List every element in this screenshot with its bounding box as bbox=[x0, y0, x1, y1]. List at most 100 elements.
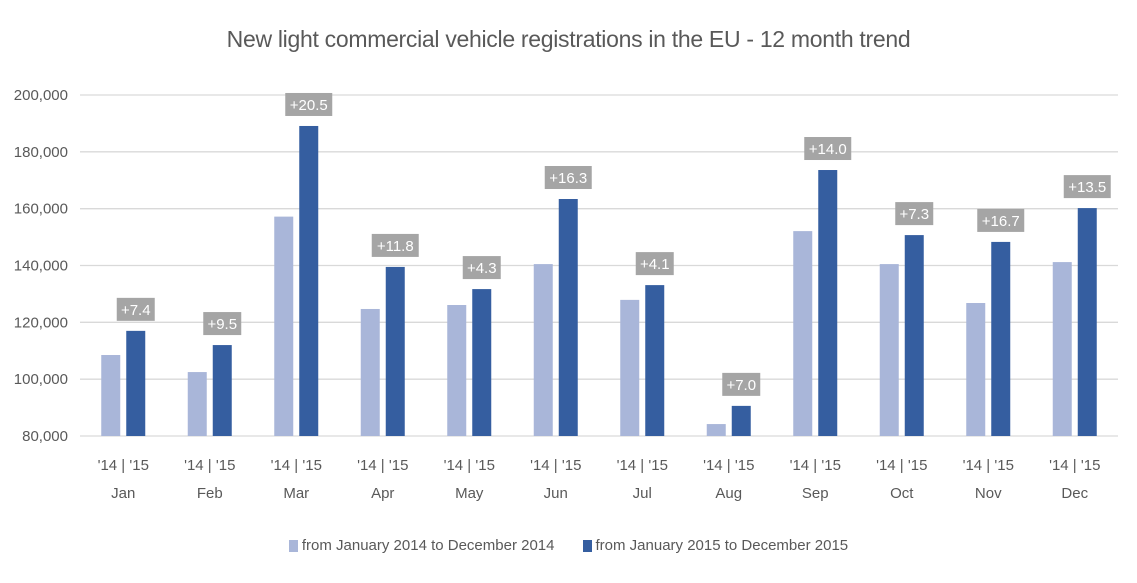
data-label-text: +4.3 bbox=[467, 260, 497, 277]
x-tick-label: Dec bbox=[1061, 485, 1088, 502]
data-label-box bbox=[462, 256, 501, 280]
data-label-may: +4.3 bbox=[462, 256, 501, 280]
legend-item-2014[interactable]: from January 2014 to December 2014 bbox=[288, 537, 555, 554]
data-label-box bbox=[1063, 175, 1111, 199]
x-tick-label: Jun bbox=[544, 485, 568, 502]
bar-2014-apr[interactable] bbox=[360, 308, 380, 436]
bar-2014-jul[interactable] bbox=[620, 299, 640, 436]
data-label-jun: +16.3 bbox=[544, 166, 592, 190]
data-label-text: +16.7 bbox=[982, 213, 1020, 230]
x-tick-label: Aug bbox=[715, 485, 742, 502]
data-label-text: +9.5 bbox=[207, 316, 237, 333]
bar-2014-jun[interactable] bbox=[533, 264, 553, 436]
data-label-box bbox=[285, 92, 333, 116]
legend-item-2015[interactable]: from January 2015 to December 2015 bbox=[582, 537, 849, 554]
x-tick-label: Feb bbox=[197, 485, 223, 502]
data-label-box bbox=[203, 312, 242, 336]
y-tick-label: 180,000 bbox=[14, 144, 68, 161]
y-tick-label: 160,000 bbox=[14, 201, 68, 218]
gridlines bbox=[80, 94, 1118, 437]
x-subtick-label: '14 | '15 bbox=[444, 457, 495, 474]
bar-2014-mar[interactable] bbox=[274, 216, 294, 436]
bar-2014-jan[interactable] bbox=[101, 355, 121, 436]
bar-2015-jun[interactable] bbox=[558, 199, 578, 436]
data-label-sep: +14.0 bbox=[804, 137, 852, 161]
y-tick-label: 120,000 bbox=[14, 314, 68, 331]
data-label-text: +14.0 bbox=[809, 141, 847, 158]
bar-2015-apr[interactable] bbox=[385, 266, 405, 436]
legend-label-2014: from January 2014 to December 2014 bbox=[301, 537, 555, 554]
data-label-nov: +16.7 bbox=[977, 208, 1025, 232]
data-labels: +7.4 +9.5 +20.5 +11.8 +4.3 +16.3 +4.1 +7.0 +14.0… bbox=[116, 92, 1111, 396]
x-tick-label: May bbox=[455, 485, 484, 502]
data-label-oct: +7.3 bbox=[895, 202, 934, 226]
legend-swatch-2014 bbox=[288, 539, 298, 552]
chart-title: New light commercial vehicle registratio… bbox=[226, 26, 911, 52]
y-tick-label: 100,000 bbox=[14, 371, 68, 388]
x-subtick-label: '14 | '15 bbox=[184, 457, 235, 474]
y-tick-label: 140,000 bbox=[14, 258, 68, 275]
legend: from January 2014 to December 2014 from … bbox=[0, 537, 1137, 554]
bar-2014-may[interactable] bbox=[447, 304, 467, 436]
bar-2015-aug[interactable] bbox=[731, 405, 751, 436]
data-label-box bbox=[977, 208, 1025, 232]
data-label-text: +7.0 bbox=[726, 377, 756, 394]
bar-2014-oct[interactable] bbox=[879, 264, 899, 436]
x-subtick-label: '14 | '15 bbox=[617, 457, 668, 474]
x-tick-label: Jan bbox=[111, 485, 135, 502]
bar-2015-may[interactable] bbox=[472, 289, 492, 436]
data-label-jul: +4.1 bbox=[635, 252, 674, 276]
bar-2014-aug[interactable] bbox=[706, 424, 726, 436]
data-label-text: +4.1 bbox=[640, 256, 670, 273]
bar-2015-jan[interactable] bbox=[126, 330, 146, 436]
x-tick-label: Nov bbox=[975, 485, 1002, 502]
x-subtick-label: '14 | '15 bbox=[357, 457, 408, 474]
data-label-jan: +7.4 bbox=[116, 297, 155, 321]
data-label-apr: +11.8 bbox=[371, 233, 419, 257]
bar-2014-nov[interactable] bbox=[966, 303, 986, 436]
bar-2015-feb[interactable] bbox=[212, 345, 232, 436]
data-label-box bbox=[116, 297, 155, 321]
data-label-text: +11.8 bbox=[377, 238, 414, 255]
data-label-box bbox=[544, 166, 592, 190]
data-label-text: +16.3 bbox=[549, 170, 587, 187]
legend-label-2015: from January 2015 to December 2015 bbox=[595, 537, 849, 554]
data-label-aug: +7.0 bbox=[722, 372, 761, 396]
data-label-box bbox=[895, 202, 934, 226]
x-axis-ticks: '14 | '15 Jan '14 | '15 Feb '14 | '15 Mar '14 … bbox=[98, 457, 1101, 502]
bar-2014-dec[interactable] bbox=[1052, 262, 1072, 436]
bar-2015-mar[interactable] bbox=[299, 125, 319, 436]
x-subtick-label: '14 | '15 bbox=[98, 457, 149, 474]
bar-2015-nov[interactable] bbox=[991, 241, 1011, 436]
x-subtick-label: '14 | '15 bbox=[271, 457, 322, 474]
x-tick-label: Mar bbox=[283, 485, 309, 502]
x-tick-label: Sep bbox=[802, 485, 829, 502]
legend-swatch-2015 bbox=[582, 539, 592, 552]
data-label-text: +7.4 bbox=[121, 302, 151, 319]
x-subtick-label: '14 | '15 bbox=[1049, 457, 1100, 474]
data-label-box bbox=[371, 233, 419, 257]
y-axis-ticks: 80,000 100,000 120,000 140,000 160,000 180,00… bbox=[14, 87, 68, 445]
data-label-mar: +20.5 bbox=[285, 92, 333, 116]
data-label-text: +7.3 bbox=[899, 206, 929, 223]
x-tick-label: Jul bbox=[633, 485, 652, 502]
bar-2014-sep[interactable] bbox=[793, 231, 813, 436]
x-subtick-label: '14 | '15 bbox=[530, 457, 581, 474]
data-label-text: +20.5 bbox=[290, 97, 328, 114]
x-subtick-label: '14 | '15 bbox=[703, 457, 754, 474]
bar-2015-oct[interactable] bbox=[904, 235, 924, 436]
bar-2015-sep[interactable] bbox=[818, 170, 838, 436]
bar-2015-dec[interactable] bbox=[1077, 208, 1097, 436]
bar-2015-jul[interactable] bbox=[645, 285, 665, 436]
bar-2014-feb[interactable] bbox=[187, 372, 207, 436]
x-subtick-label: '14 | '15 bbox=[963, 457, 1014, 474]
data-label-feb: +9.5 bbox=[203, 312, 242, 336]
y-tick-label: 80,000 bbox=[22, 428, 68, 445]
bars bbox=[101, 125, 1097, 436]
data-label-dec: +13.5 bbox=[1063, 175, 1111, 199]
x-tick-label: Oct bbox=[890, 485, 914, 502]
data-label-box bbox=[722, 372, 761, 396]
data-label-text: +13.5 bbox=[1068, 179, 1106, 196]
data-label-box bbox=[635, 252, 674, 276]
